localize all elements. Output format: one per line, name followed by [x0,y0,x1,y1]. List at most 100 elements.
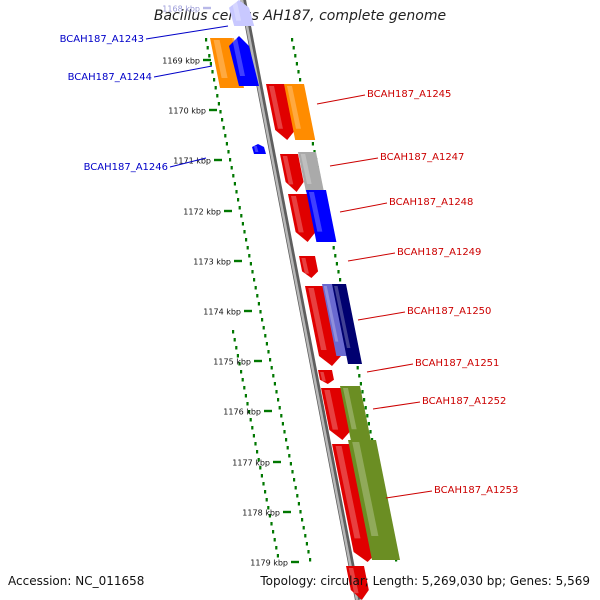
gene-label[interactable]: BCAH187_A1248 [339,197,473,213]
gene-label-text[interactable]: BCAH187_A1250 [407,306,491,317]
guide-dot [243,230,246,234]
guide-dot [222,126,225,130]
guide-dot [275,390,278,394]
guide-dot [270,366,273,370]
guide-dot [256,294,259,298]
tick-mark [264,409,272,413]
tick-label: 1178 kbp [242,509,280,518]
gene-a1253-block [348,440,400,560]
gene-a1253-block-shine [352,442,379,536]
guide-dot [337,270,340,274]
gene-label-text[interactable]: BCAH187_A1251 [415,358,499,369]
tick-mark [273,460,281,464]
guide-dot [363,398,366,402]
gene-label[interactable]: BCAH187_A1246 [84,157,207,173]
guide-dot [371,438,374,442]
guide-dot [251,426,254,430]
gene-a1245-block-shine [287,86,301,129]
tick-mark [244,309,252,313]
gene-label-text[interactable]: BCAH187_A1249 [397,247,481,258]
gene-label-text[interactable]: BCAH187_A1247 [380,152,464,163]
guide-dot [217,102,220,106]
gene-label-text[interactable]: BCAH187_A1246 [84,162,168,173]
gene-label[interactable]: BCAH187_A1245 [316,89,451,105]
gene-label[interactable]: BCAH187_A1243 [60,25,229,45]
gene-label-text[interactable]: BCAH187_A1253 [434,485,518,496]
guide-dot [261,318,264,322]
tick-mark [203,58,211,62]
gene-a1247-block-shape [298,152,324,192]
guide-dot [264,490,267,494]
tick-mark [214,158,222,162]
gene-a1250-arrow-shine [308,288,327,350]
gene-a1245-block [284,84,316,140]
guide-dot [246,246,249,250]
gene-a1252-block [340,386,371,440]
gene-label[interactable]: BCAH187_A1249 [347,247,481,262]
guide-dot [248,254,251,258]
gene-label[interactable]: BCAH187_A1253 [385,485,518,499]
guide-dot [366,414,369,418]
guide-dot [208,54,211,58]
guide-dot [249,418,252,422]
gene-label-text[interactable]: BCAH187_A1252 [422,396,506,407]
gene-label[interactable]: BCAH187_A1250 [357,306,491,321]
gene-label-text[interactable]: BCAH187_A1245 [367,89,451,100]
gene-a1245-block-shape [284,84,316,140]
gene-a1247-arrow-shape [280,154,304,192]
gene-label[interactable]: BCAH187_A1252 [372,396,506,410]
guide-dot [262,482,265,486]
gene-a1253-arrow [332,444,378,562]
gene-a1252-arrow-shine [324,390,339,430]
guide-dot [253,278,256,282]
guide-dot [243,386,246,390]
guide-dot [221,118,224,122]
guide-dot [227,150,230,154]
guide-dot [301,518,304,522]
gene-a1250-block-left [322,284,349,356]
guide-dot [313,150,316,154]
tick-mark [203,6,211,10]
gene-label[interactable]: BCAH187_A1251 [366,358,499,373]
guide-dot [205,38,208,42]
gene-label-text[interactable]: BCAH187_A1243 [60,34,144,45]
gene-label[interactable]: BCAH187_A1247 [329,152,464,167]
gene-a1248-arrow [288,194,316,242]
guide-dot [304,534,307,538]
gene-a1248-arrow-shine [291,196,304,233]
guide-dot [288,454,291,458]
guide-dot [238,362,241,366]
gene-a1254-arrow-shape [346,566,369,600]
tick-label: 1175 kbp [213,358,251,367]
guide-dot [240,370,243,374]
guide-dot [252,434,255,438]
gene-label-text[interactable]: BCAH187_A1248 [389,197,473,208]
guide-dot [248,410,251,414]
backbone-highlight [240,0,359,600]
guide-dot [211,70,214,74]
gene-a1254-arrow [346,566,369,600]
guide-dot [281,422,284,426]
gene-leader-line [153,65,213,78]
guide-dot [241,378,244,382]
guide-dot [358,374,361,378]
guide-dot [296,494,299,498]
guide-dot [235,190,238,194]
tick-mark [283,510,291,514]
gene-a1248-block-shape [306,190,337,242]
guide-dot [356,366,359,370]
guide-dot [291,470,294,474]
tick-label: 1176 kbp [223,408,261,417]
guide-dot [295,62,298,66]
guide-dot [292,46,295,50]
guide-dot [219,110,222,114]
tick-label: 1173 kbp [193,258,231,267]
guide-dot [232,174,235,178]
gene-a1244-block-shine [213,40,228,78]
gene-a1253-block-shape [348,440,400,560]
gene-a1244-arrow-shape [229,36,259,86]
gene-label-text[interactable]: BCAH187_A1244 [68,72,152,83]
gene-label[interactable]: BCAH187_A1244 [68,65,213,83]
guide-dot [299,510,302,514]
